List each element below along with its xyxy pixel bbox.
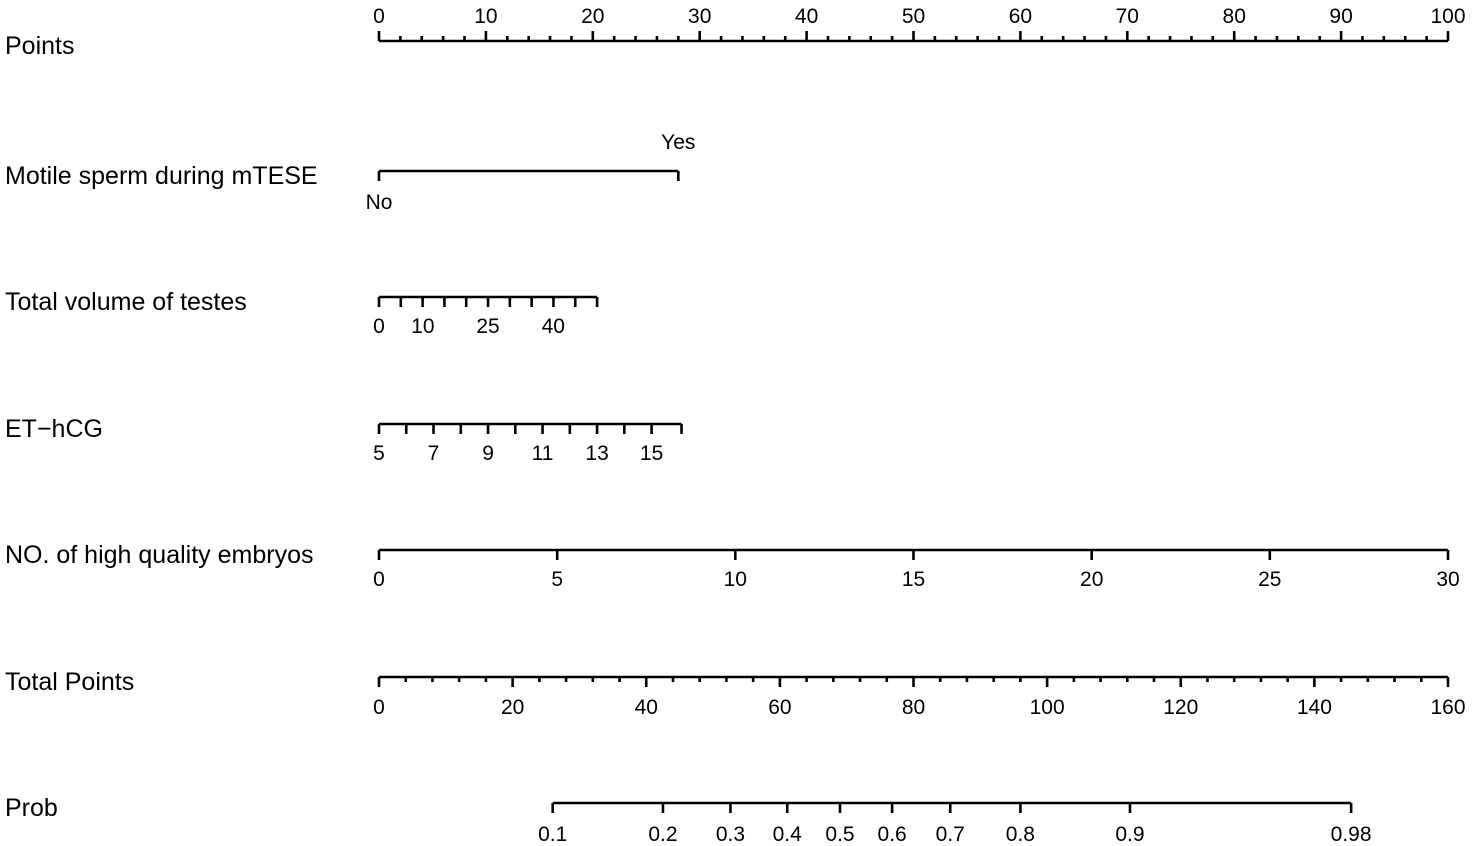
tick-label-no-of-high-quality-embryos: 5	[551, 568, 563, 591]
tick-label-prob: 0.6	[878, 823, 907, 846]
tick-label-total-points: 60	[768, 696, 791, 719]
tick-label-points: 90	[1329, 5, 1352, 28]
tick-label-et-hcg: 15	[640, 442, 663, 465]
tick-label-no-of-high-quality-embryos: 25	[1258, 568, 1281, 591]
tick-label-total-points: 80	[902, 696, 925, 719]
tick-label-et-hcg: 11	[532, 442, 554, 465]
tick-label-prob: 0.4	[773, 823, 803, 846]
tick-label-prob: 0.9	[1115, 823, 1144, 846]
tick-label-et-hcg: 5	[373, 442, 385, 465]
tick-label-total-volume-of-testes: 10	[411, 315, 434, 338]
tick-label-prob: 0.3	[716, 823, 745, 846]
tick-label-total-points: 100	[1030, 696, 1065, 719]
row-label-motile-sperm-during-mtese: Motile sperm during mTESE	[5, 162, 318, 190]
tick-label-points: 40	[795, 5, 818, 28]
tick-label-points: 50	[902, 5, 925, 28]
tick-label-prob: 0.1	[538, 823, 567, 846]
tick-label-total-points: 0	[373, 696, 385, 719]
tick-label-et-hcg: 13	[585, 442, 608, 465]
tick-label-prob: 0.2	[648, 823, 677, 846]
tick-label-points: 10	[474, 5, 497, 28]
row-label-no-of-high-quality-embryos: NO. of high quality embryos	[5, 541, 313, 569]
tick-label-no-of-high-quality-embryos: 30	[1436, 568, 1459, 591]
tick-label-no-of-high-quality-embryos: 10	[724, 568, 747, 591]
category-label-motile-sperm-during-mtese: No	[366, 191, 393, 214]
row-label-prob: Prob	[5, 794, 58, 822]
tick-label-total-points: 120	[1163, 696, 1198, 719]
row-label-total-points: Total Points	[5, 668, 134, 696]
tick-label-et-hcg: 7	[428, 442, 440, 465]
row-label-total-volume-of-testes: Total volume of testes	[5, 288, 247, 316]
tick-label-points: 30	[688, 5, 711, 28]
tick-label-no-of-high-quality-embryos: 15	[902, 568, 925, 591]
tick-label-no-of-high-quality-embryos: 20	[1080, 568, 1103, 591]
row-label-points: Points	[5, 32, 74, 60]
tick-label-no-of-high-quality-embryos: 0	[373, 568, 385, 591]
tick-label-points: 100	[1430, 5, 1465, 28]
tick-label-total-volume-of-testes: 25	[476, 315, 499, 338]
category-label-motile-sperm-during-mtese: Yes	[661, 131, 695, 154]
row-label-et-hcg: ET−hCG	[5, 415, 103, 443]
tick-label-total-points: 140	[1297, 696, 1332, 719]
tick-label-et-hcg: 9	[482, 442, 494, 465]
tick-label-points: 20	[581, 5, 604, 28]
tick-label-total-points: 160	[1430, 696, 1465, 719]
tick-label-prob: 0.98	[1331, 823, 1372, 846]
tick-label-points: 0	[373, 5, 385, 28]
tick-label-total-volume-of-testes: 0	[373, 315, 385, 338]
tick-label-points: 60	[1009, 5, 1032, 28]
tick-label-prob: 0.5	[825, 823, 854, 846]
tick-label-prob: 0.8	[1006, 823, 1035, 846]
tick-label-points: 70	[1116, 5, 1139, 28]
tick-label-total-volume-of-testes: 40	[542, 315, 565, 338]
tick-label-total-points: 40	[635, 696, 658, 719]
tick-label-prob: 0.7	[936, 823, 965, 846]
tick-label-total-points: 20	[501, 696, 524, 719]
tick-label-points: 80	[1223, 5, 1246, 28]
